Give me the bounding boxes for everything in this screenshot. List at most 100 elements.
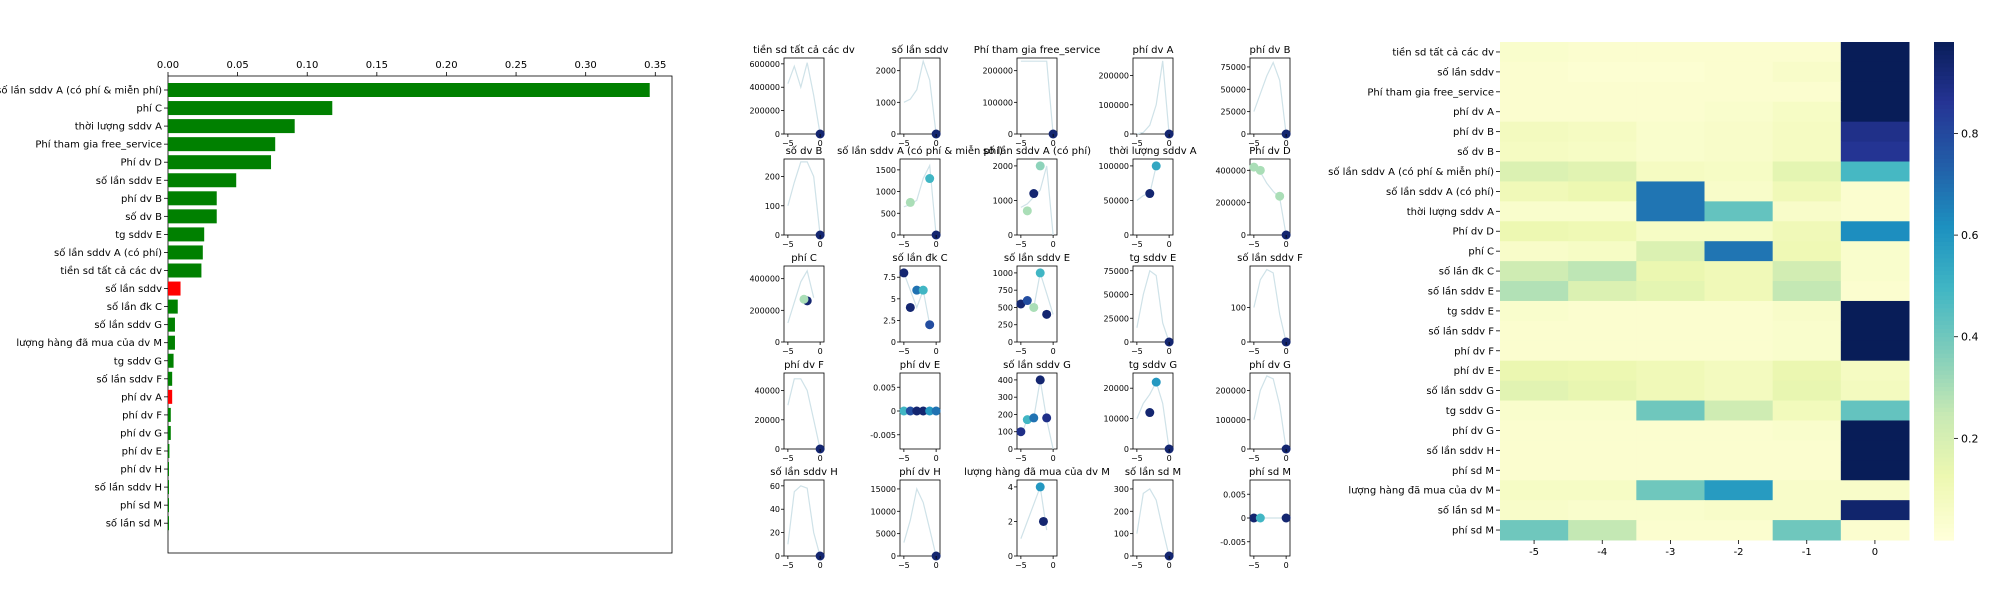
panel-title: số lần sddv E — [1004, 252, 1070, 264]
heatmap-row-label: số lần sddv F — [1428, 325, 1494, 337]
panel-ytick-label: 0 — [891, 130, 896, 139]
colorbar-segment — [1934, 494, 1954, 500]
small-multiple-panel: phí dv E −5 0 -0.005 0 0.005 — [870, 359, 941, 463]
panel-ytick-label: 20000 — [755, 416, 780, 425]
panel-ytick-label: 500 — [881, 209, 896, 218]
panel-xtick-label: 0 — [934, 347, 939, 356]
heatmap-cell — [1568, 281, 1637, 302]
heatmap-row-label: số lần sd M — [1438, 505, 1494, 517]
colorbar-segment — [1934, 311, 1954, 317]
bar — [168, 245, 203, 260]
colorbar-segment — [1934, 187, 1954, 192]
heatmap-row-label: số lần đk C — [1439, 266, 1494, 278]
bar-category-label: số lần sddv A (có phí) — [54, 247, 162, 259]
bar-xtick-label: 0.30 — [575, 60, 597, 71]
panel-ytick-label: 0 — [1124, 130, 1129, 139]
heatmap-row-label: phí C — [1468, 246, 1494, 258]
bar — [168, 389, 173, 404]
bar-category-label: phí C — [136, 103, 162, 115]
heatmap-cell — [1704, 42, 1774, 63]
colorbar-segment — [1934, 303, 1954, 309]
heatmap-cell — [1840, 261, 1910, 282]
heatmap-cell — [1772, 420, 1842, 441]
panel-ytick-label: 200000 — [1215, 199, 1246, 208]
colorbar-segment — [1934, 116, 1954, 122]
colorbar-segment — [1934, 382, 1954, 388]
heatmap-cell — [1772, 121, 1842, 143]
panel-frame — [1016, 479, 1058, 557]
colorbar-segment — [1934, 278, 1954, 284]
heatmap-cell — [1704, 400, 1774, 421]
panel-ytick-label: 200 — [998, 410, 1013, 419]
heatmap-row-label: thời lượng sddv A — [1407, 206, 1494, 218]
colorbar-segment — [1934, 361, 1954, 367]
colorbar-segment — [1934, 519, 1954, 524]
panel-ytick-label: 0 — [891, 552, 896, 561]
panel-series-line — [1136, 60, 1170, 135]
panel-series-line — [1136, 488, 1170, 557]
panel-ytick-label: 5000 — [876, 530, 896, 539]
bar — [168, 335, 175, 350]
heatmap-cell — [1568, 241, 1637, 262]
panel-point — [1022, 206, 1032, 216]
colorbar-segment — [1934, 129, 1954, 134]
panel-title: tiền sd tất cả các dv — [753, 44, 855, 56]
colorbar-segment — [1934, 369, 1954, 375]
panel-ytick-label: 0.005 — [1223, 490, 1246, 499]
panel-ytick-label: 100000 — [1215, 416, 1246, 425]
heatmap-cell — [1704, 320, 1774, 342]
heatmap-col-label: -1 — [1802, 547, 1812, 558]
panel-xtick-label: 0 — [1167, 139, 1172, 148]
heatmap-cell — [1500, 61, 1569, 83]
heatmap-row-label: tg sddv E — [1447, 306, 1494, 317]
panel-xtick-label: 0 — [1284, 139, 1289, 148]
colorbar-segment — [1934, 42, 1954, 47]
panel-xtick-label: 0 — [818, 561, 823, 570]
panel-ytick-label: 0 — [1008, 338, 1013, 347]
heatmap-cell — [1772, 101, 1842, 123]
heatmap-cell — [1636, 460, 1705, 481]
panel-title: tg sddv E — [1130, 253, 1177, 264]
heatmap-cell — [1500, 101, 1569, 123]
bar — [168, 263, 202, 278]
heatmap-cell — [1500, 360, 1569, 382]
panel-point — [1151, 377, 1161, 387]
colorbar-segment — [1934, 531, 1954, 537]
panel-ytick-label: 100 — [998, 428, 1013, 437]
heatmap-cell — [1840, 500, 1910, 521]
bar-xtick-label: 0.35 — [644, 60, 666, 71]
colorbar-segment — [1934, 436, 1954, 441]
panel-xtick-label: 0 — [1167, 240, 1172, 249]
bar-chart-frame — [167, 75, 673, 554]
heatmap-col-label: -4 — [1597, 547, 1607, 558]
colorbar-segment — [1934, 357, 1954, 363]
colorbar-segment — [1934, 166, 1954, 172]
panel-title: tg sddv G — [1129, 360, 1177, 371]
heatmap-cell — [1840, 440, 1910, 461]
heatmap-cell — [1500, 380, 1569, 402]
heatmap-row-label: Phí dv D — [1453, 226, 1495, 238]
heatmap-cell — [1704, 221, 1774, 242]
colorbar-segment — [1934, 510, 1954, 516]
colorbar-segment — [1934, 502, 1954, 508]
panel-title: số lần sddv G — [1003, 359, 1071, 371]
colorbar-segment — [1934, 170, 1954, 176]
panel-ytick-label: 100000 — [1098, 101, 1129, 110]
heatmap-cell — [1704, 181, 1774, 202]
colorbar-segment — [1934, 249, 1954, 255]
panel-ytick-label: 40000 — [755, 387, 780, 396]
colorbar-segment — [1934, 203, 1954, 209]
bar-xtick-label: 0.00 — [157, 60, 179, 71]
panel-ytick-label: 0 — [1124, 445, 1129, 454]
heatmap-cell — [1772, 300, 1842, 322]
panel-point — [905, 197, 915, 207]
panel-ytick-label: 400000 — [749, 83, 780, 92]
panel-ytick-label: 0 — [1124, 338, 1129, 347]
heatmap-cell — [1772, 161, 1842, 182]
colorbar-segment — [1934, 174, 1954, 180]
panel-series-line — [903, 58, 937, 135]
